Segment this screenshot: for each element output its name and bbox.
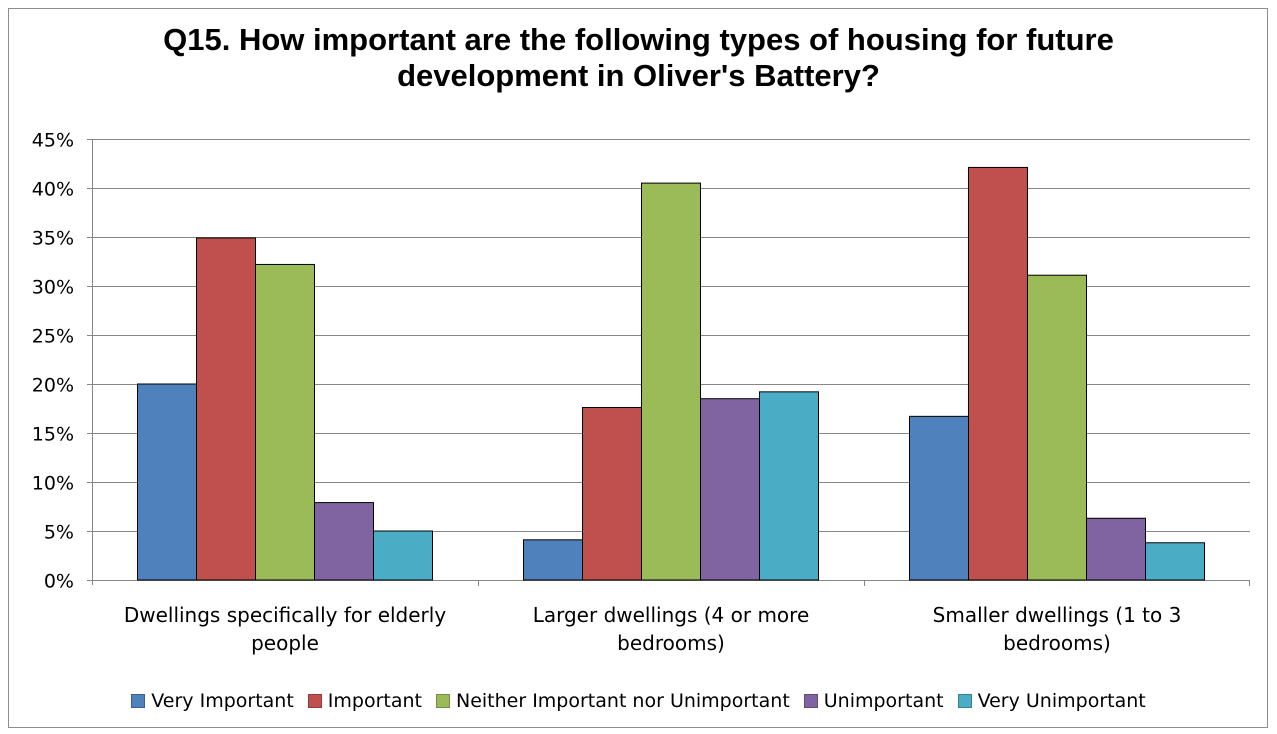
chart-legend: Very Important Important Neither Important… xyxy=(0,690,1277,712)
y-tick-label: 15% xyxy=(32,424,74,446)
y-tick-label: 10% xyxy=(32,473,74,495)
bar xyxy=(1086,517,1146,581)
legend-item: Very Important xyxy=(131,690,294,712)
legend-label: Very Important xyxy=(151,690,294,712)
bar xyxy=(759,391,819,581)
chart-title-line-2: development in Oliver's Battery? xyxy=(397,58,880,93)
x-category-label: Smaller dwellings (1 to 3 xyxy=(933,603,1182,627)
x-category-label: Dwellings specifically for elderly xyxy=(124,603,447,627)
bar xyxy=(1027,274,1087,581)
bar xyxy=(1145,542,1205,581)
bar xyxy=(641,182,701,581)
y-tick-label: 0% xyxy=(44,571,74,593)
y-tick-label: 45% xyxy=(32,130,74,152)
bar xyxy=(314,502,374,581)
y-tick-label: 40% xyxy=(32,179,74,201)
y-tick-label: 30% xyxy=(32,277,74,299)
legend-label: Very Unimportant xyxy=(977,690,1146,712)
legend-item: Neither Important nor Unimportant xyxy=(435,690,790,712)
x-category-label: bedrooms) xyxy=(617,631,725,655)
bar xyxy=(968,166,1028,581)
legend-item: Unimportant xyxy=(803,690,944,712)
legend-swatch xyxy=(435,694,450,708)
x-category-label: people xyxy=(251,631,319,655)
chart-title: Q15. How important are the following typ… xyxy=(0,22,1277,94)
y-tick-label: 20% xyxy=(32,375,74,397)
bar xyxy=(373,530,433,581)
bar xyxy=(582,407,642,581)
y-tick-label: 35% xyxy=(32,228,74,250)
legend-label: Important xyxy=(327,690,422,712)
x-category-label: Larger dwellings (4 or more xyxy=(533,603,810,627)
legend-swatch xyxy=(803,694,818,708)
y-tick-label: 5% xyxy=(44,522,74,544)
legend-label: Unimportant xyxy=(823,690,944,712)
bar xyxy=(909,415,969,581)
legend-swatch xyxy=(131,694,146,708)
bar xyxy=(196,237,256,581)
bar xyxy=(255,263,315,581)
legend-swatch xyxy=(307,694,322,708)
bar xyxy=(700,398,760,581)
chart-title-line-1: Q15. How important are the following typ… xyxy=(163,22,1114,57)
legend-swatch xyxy=(957,694,972,708)
y-tick-label: 25% xyxy=(32,326,74,348)
legend-item: Very Unimportant xyxy=(957,690,1146,712)
legend-label: Neither Important nor Unimportant xyxy=(455,690,790,712)
bar xyxy=(523,539,583,581)
legend-item: Important xyxy=(307,690,422,712)
bar xyxy=(137,383,197,581)
x-category-label: bedrooms) xyxy=(1003,631,1111,655)
